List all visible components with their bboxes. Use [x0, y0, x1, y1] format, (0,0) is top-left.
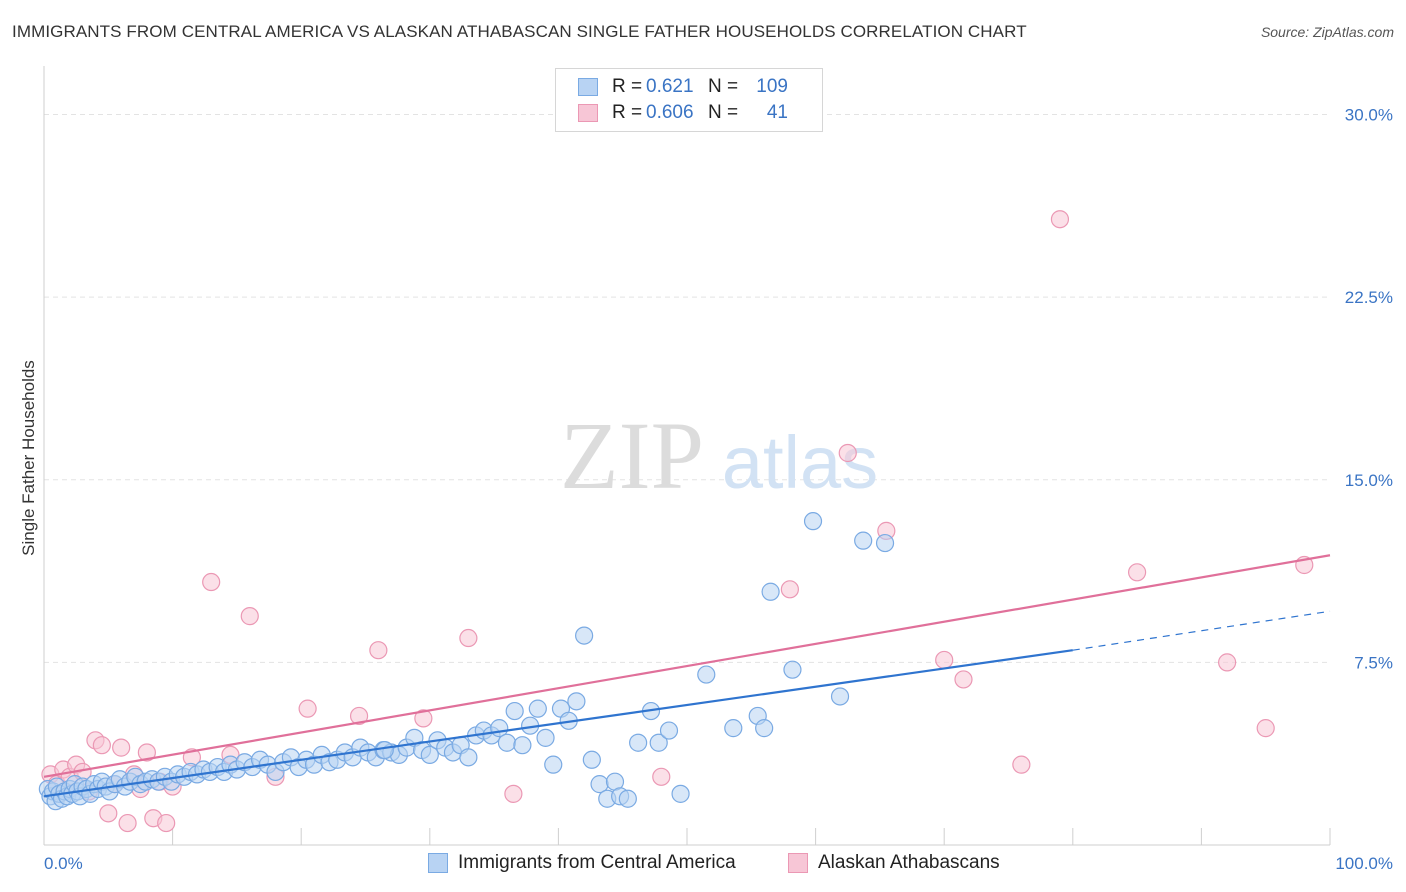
- data-point-blue: [671, 784, 690, 803]
- data-point-pink: [99, 804, 118, 823]
- data-point-pink: [780, 580, 799, 599]
- legend-label: Immigrants from Central America: [458, 852, 736, 873]
- legend-label: Alaskan Athabascans: [818, 852, 1000, 873]
- data-point-blue: [420, 745, 439, 765]
- data-point-blue: [649, 733, 668, 752]
- data-point-blue: [513, 736, 532, 755]
- y-tick-label: 15.0%: [1345, 471, 1393, 490]
- data-point-pink: [1050, 210, 1070, 229]
- data-point-pink: [935, 650, 954, 670]
- data-point-blue: [528, 699, 547, 718]
- data-point-pink: [92, 736, 111, 755]
- watermark: ZIP atlas: [560, 402, 878, 509]
- legend-row-central-america: R = 0.621 N = 109: [578, 75, 788, 99]
- data-point-blue: [536, 728, 555, 747]
- data-point-blue: [497, 733, 517, 752]
- y-tick-label: 22.5%: [1345, 288, 1393, 307]
- watermark-zip: ZIP: [560, 402, 704, 509]
- trend-line-blue: [43, 649, 1073, 798]
- data-point-pink: [369, 641, 388, 660]
- x-tick-label: 0.0%: [44, 854, 83, 873]
- data-point-blue: [724, 719, 743, 738]
- source-credit: Source: ZipAtlas.com: [1260, 24, 1394, 40]
- data-point-pink: [1012, 755, 1031, 774]
- data-point-pink: [1218, 653, 1237, 672]
- y-tick-labels: 7.5% 15.0% 22.5% 30.0%: [1345, 106, 1393, 673]
- r-value: 0.621: [646, 76, 694, 97]
- data-point-pink: [118, 813, 137, 833]
- legend-swatch-pink: [788, 853, 808, 873]
- data-point-pink: [137, 743, 156, 762]
- axes: [43, 66, 1331, 846]
- series-legend: Immigrants from Central America Alaskan …: [0, 852, 1406, 878]
- r-label: R =: [612, 102, 643, 123]
- trend-line-pink: [43, 554, 1331, 778]
- legend-swatch-blue: [428, 853, 448, 873]
- r-label: R =: [612, 76, 643, 97]
- data-point-pink: [157, 813, 176, 833]
- data-point-blue: [761, 582, 780, 601]
- n-label: N =: [708, 102, 739, 123]
- data-point-blue: [659, 721, 679, 740]
- data-point-pink: [414, 709, 433, 728]
- r-value: 0.606: [646, 102, 694, 123]
- data-point-blue: [618, 789, 637, 808]
- data-point-blue: [567, 692, 586, 711]
- watermark-atlas: atlas: [722, 421, 878, 504]
- y-tick-label: 7.5%: [1354, 653, 1393, 672]
- data-point-pink: [838, 443, 857, 463]
- y-axis-label: Single Father Households: [19, 360, 38, 556]
- data-point-pink: [459, 628, 478, 648]
- n-value: 41: [766, 102, 788, 123]
- data-point-pink: [112, 738, 131, 757]
- legend-swatch-pink: [578, 104, 598, 122]
- data-point-pink: [202, 572, 221, 592]
- data-point-pink: [1127, 563, 1147, 582]
- data-point-pink: [349, 706, 369, 726]
- data-point-blue: [459, 748, 478, 767]
- data-point-blue: [544, 755, 563, 774]
- trend-lines: [43, 554, 1331, 798]
- n-value: 109: [756, 76, 788, 97]
- data-point-pink: [240, 607, 259, 626]
- legend-item-central-america[interactable]: Immigrants from Central America: [428, 852, 736, 874]
- x-tick-label: 100.0%: [1335, 854, 1393, 873]
- data-point-pink: [954, 670, 973, 689]
- data-point-blue: [854, 531, 873, 550]
- data-point-pink: [652, 767, 671, 786]
- data-point-pink: [1256, 719, 1275, 738]
- legend-row-alaskan-athabascans: R = 0.606 N = 41: [578, 101, 788, 125]
- data-point-blue: [375, 740, 394, 760]
- trend-line-blue-extension: [1072, 610, 1331, 651]
- legend-swatch-blue: [578, 78, 598, 96]
- x-tick-labels: 0.0% 100.0%: [44, 854, 1393, 873]
- series-alaskan-athabascans-points: [41, 210, 1314, 833]
- data-point-blue: [803, 512, 823, 531]
- y-tick-label: 30.0%: [1345, 106, 1393, 125]
- data-point-blue: [755, 719, 774, 738]
- n-label: N =: [708, 76, 739, 97]
- chart-title: IMMIGRANTS FROM CENTRAL AMERICA VS ALASK…: [12, 22, 1027, 41]
- data-point-blue: [697, 665, 716, 684]
- data-point-blue: [575, 626, 594, 645]
- series-central-america-points: [38, 512, 895, 811]
- data-point-pink: [298, 699, 317, 718]
- data-point-pink: [504, 784, 523, 803]
- data-point-blue: [875, 533, 895, 553]
- legend-item-alaskan-athabascans[interactable]: Alaskan Athabascans: [788, 852, 1000, 874]
- data-point-blue: [783, 660, 802, 679]
- correlation-legend: R = 0.621 N = 109 R = 0.606 N = 41: [555, 68, 823, 132]
- data-point-blue: [505, 701, 524, 721]
- data-point-blue: [629, 733, 648, 752]
- data-point-blue: [582, 750, 601, 769]
- data-point-blue: [830, 687, 850, 706]
